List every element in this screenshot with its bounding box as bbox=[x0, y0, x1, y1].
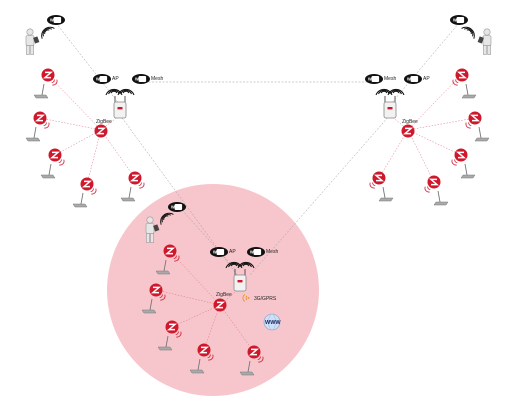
wifi-badge-text: Wi Fi bbox=[171, 205, 181, 210]
zigbee-coordinator-icon bbox=[212, 297, 228, 313]
zigbee-sensor-node-icon bbox=[73, 178, 97, 208]
zigbee-label: ZigBee bbox=[402, 119, 418, 125]
mesh-label: Mesh bbox=[384, 76, 396, 82]
wifi-badge-text: Wi Fi bbox=[135, 77, 145, 82]
zigbee-sensor-node-icon bbox=[451, 149, 475, 179]
center-ap-badge: Wi Fi bbox=[210, 247, 228, 257]
right-ap-badge: Wi Fi bbox=[404, 74, 422, 84]
zigbee-sensor-node-icon bbox=[465, 112, 489, 142]
cellular-signal-icon bbox=[242, 294, 250, 302]
zigbee-label: ZigBee bbox=[96, 119, 112, 125]
cellular-label: 3G/GPRS bbox=[254, 296, 277, 302]
wifi-badge-text: Wi Fi bbox=[250, 250, 260, 255]
wifi-link-center-user bbox=[181, 209, 237, 271]
person-with-tablet-icon bbox=[25, 28, 40, 55]
wifi-signal-icon bbox=[38, 23, 55, 40]
ap-label: AP bbox=[112, 76, 119, 82]
wifi-badge-text: Wi Fi bbox=[368, 77, 378, 82]
zigbee-label: ZigBee bbox=[216, 292, 232, 298]
center-router: Wi Fi AP Wi Fi Mesh ZigBee 3G/GPRS bbox=[210, 247, 278, 313]
wifi-badge-text: Wi Fi bbox=[213, 250, 223, 255]
zigbee-sensor-node-icon bbox=[41, 149, 65, 179]
www-text: WWW bbox=[265, 320, 281, 326]
zigbee-sensor-node-icon bbox=[369, 172, 393, 202]
mesh-label: Mesh bbox=[266, 249, 278, 255]
coverage-zone bbox=[107, 184, 319, 396]
mesh-router-icon bbox=[113, 95, 127, 119]
right-mesh-badge: Wi Fi bbox=[365, 74, 383, 84]
zigbee-links bbox=[39, 73, 476, 353]
mesh-label: Mesh bbox=[151, 76, 163, 82]
center-cluster: Wi Fi Wi Fi AP Wi Fi Mesh ZigBee bbox=[142, 202, 281, 375]
zigbee-sensor-node-icon bbox=[34, 69, 58, 99]
zigbee-coordinator-icon bbox=[93, 123, 109, 139]
zigbee-sensor-node-icon bbox=[424, 176, 448, 206]
wifi-link-left-user bbox=[55, 22, 121, 106]
mesh-link-right-center bbox=[249, 114, 391, 276]
right-cluster: Wi Fi Wi Fi Mesh Wi Fi AP ZigBee bbox=[365, 15, 492, 206]
right-user bbox=[477, 28, 492, 55]
right-sensors bbox=[369, 69, 489, 206]
left-mesh-badge: Wi Fi bbox=[132, 74, 150, 84]
wifi-badge-text: Wi Fi bbox=[453, 18, 463, 23]
zigbee-sensor-node-icon bbox=[452, 69, 476, 99]
ap-label: AP bbox=[423, 76, 430, 82]
www-globe-icon: WWW bbox=[263, 313, 281, 331]
left-user bbox=[25, 28, 40, 55]
zigbee-sensor-node-icon bbox=[26, 112, 50, 142]
wifi-badge-text: Wi Fi bbox=[50, 18, 60, 23]
person-with-tablet-icon bbox=[477, 28, 492, 55]
mesh-router-icon bbox=[383, 95, 397, 119]
wifi-badge-text: Wi Fi bbox=[96, 77, 106, 82]
zigbee-sensor-node-icon bbox=[121, 172, 145, 202]
center-mesh-badge: Wi Fi bbox=[247, 247, 265, 257]
wifi-signal-icon bbox=[461, 23, 478, 40]
left-ap-badge: Wi Fi bbox=[93, 74, 111, 84]
right-user-wifi-badge: Wi Fi bbox=[450, 15, 468, 25]
center-user-wifi-badge: Wi Fi bbox=[168, 202, 186, 212]
ap-label: AP bbox=[229, 249, 236, 255]
left-cluster: Wi Fi Wi Fi AP Wi Fi Mesh ZigBee bbox=[25, 15, 163, 208]
right-router: Wi Fi Mesh Wi Fi AP ZigBee bbox=[365, 74, 430, 139]
zigbee-coordinator-icon bbox=[400, 123, 416, 139]
left-user-wifi-badge: Wi Fi bbox=[47, 15, 65, 25]
left-router: Wi Fi AP Wi Fi Mesh ZigBee bbox=[93, 74, 163, 139]
wifi-badge-text: Wi Fi bbox=[407, 77, 417, 82]
